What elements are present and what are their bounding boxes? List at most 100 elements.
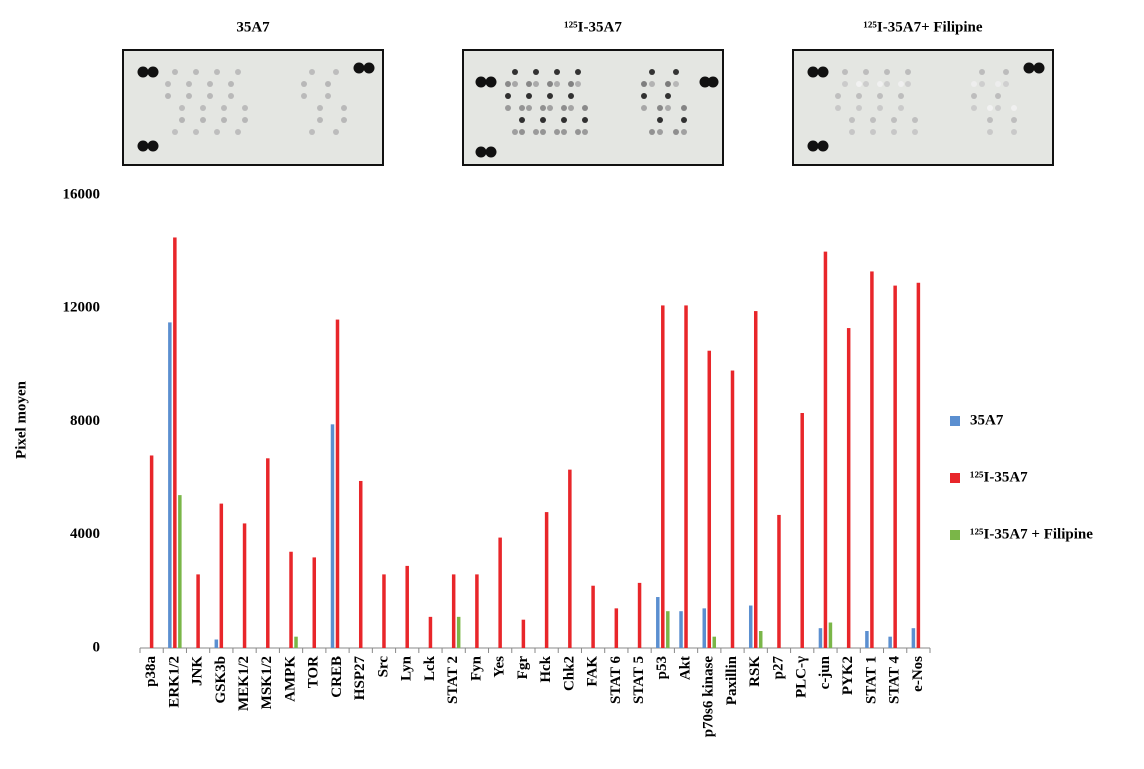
bar [266, 458, 270, 648]
blot-dot [172, 129, 178, 135]
blot-dot [519, 129, 525, 135]
blot-dot [186, 93, 192, 99]
blot-dot [979, 69, 985, 75]
x-tick-label: Akt [677, 656, 693, 680]
blot-dot [475, 76, 487, 88]
blot-dot [561, 105, 567, 111]
legend-label: ¹²⁵I-35A7 [970, 469, 1028, 485]
blot-dot [681, 129, 687, 135]
blot-dot [1011, 117, 1017, 123]
blot-images [122, 49, 1054, 166]
bar [702, 608, 707, 648]
blot-dot [512, 129, 518, 135]
x-tick-label: Paxillin [724, 655, 740, 705]
blot-dot [987, 129, 993, 135]
blot-dot [165, 93, 171, 99]
blot-dot [971, 93, 977, 99]
x-tick-label: HSP27 [352, 656, 368, 701]
blot-dot [519, 105, 525, 111]
blot-dot [179, 117, 185, 123]
x-tick-label: CREB [329, 656, 345, 698]
legend-swatch [950, 473, 960, 483]
x-tick-label: e-Nos [910, 656, 926, 692]
bar [149, 455, 154, 648]
blot-dot [849, 117, 855, 123]
bar [707, 350, 712, 648]
blot-dot [681, 105, 687, 111]
blot-dot [540, 117, 546, 123]
bar [828, 622, 833, 648]
bar [591, 585, 595, 648]
blot-dot [898, 105, 904, 111]
blot-dot [979, 81, 985, 87]
blot-dot [649, 81, 655, 87]
bar [568, 469, 572, 648]
blot-dot [554, 69, 560, 75]
blot-dot [995, 81, 1001, 87]
blot-dot [1011, 105, 1017, 111]
blot-dot [575, 69, 581, 75]
blot-dot [485, 76, 497, 88]
x-tick-label: Lyn [399, 655, 415, 681]
blot-dot [575, 129, 581, 135]
blot-dot [877, 93, 883, 99]
legend-swatch [950, 416, 960, 426]
blot-dot [877, 105, 883, 111]
blot-dot [301, 81, 307, 87]
bar [911, 628, 916, 648]
blot-dot [817, 140, 829, 152]
blot-dot [1003, 69, 1009, 75]
bar [637, 582, 642, 648]
blot-dot [228, 93, 234, 99]
blot-dot [207, 93, 213, 99]
blot-dot [242, 105, 248, 111]
blot-dot [807, 140, 819, 152]
legend-swatch [950, 530, 960, 540]
y-tick-label: 4000 [70, 526, 100, 542]
blot-dot [673, 129, 679, 135]
blot-dot [849, 129, 855, 135]
x-tick-label: p53 [654, 656, 670, 679]
blot-dot [582, 117, 588, 123]
blot-dot [512, 69, 518, 75]
blot-dot [856, 93, 862, 99]
blot-dot [353, 62, 365, 74]
blot-dot [301, 93, 307, 99]
blot-dot [547, 93, 553, 99]
bar [846, 328, 851, 648]
x-tick-label: Lck [422, 655, 438, 681]
blot-dot [533, 129, 539, 135]
bar [289, 551, 293, 648]
blot-dot [221, 105, 227, 111]
x-tick-label: c-jun [817, 655, 833, 689]
blot-dot [971, 105, 977, 111]
blot-dot [912, 129, 918, 135]
bar [214, 639, 219, 648]
blot-dot [870, 129, 876, 135]
x-tick-label: ERK1/2 [166, 656, 182, 708]
bar [666, 611, 670, 648]
blot-dot [341, 117, 347, 123]
blot-dot [505, 93, 511, 99]
blot-dot [214, 69, 220, 75]
blot-dot [877, 81, 883, 87]
blot-dot [707, 76, 719, 88]
bar [294, 636, 298, 648]
blot-dot [884, 69, 890, 75]
blot-dot [870, 117, 876, 123]
blot-dot [547, 81, 553, 87]
blot-dot [547, 105, 553, 111]
x-tick-label: MEK1/2 [236, 656, 252, 711]
blot-dot [673, 69, 679, 75]
x-tick-label: PLC-γ [794, 656, 810, 698]
blot-dot [891, 129, 897, 135]
blot-dot [475, 146, 487, 158]
blot-dot [842, 69, 848, 75]
legend-label: ¹²⁵I-35A7 + Filipine [970, 526, 1093, 542]
x-tick-label: Chk2 [561, 656, 577, 691]
blot-dot [172, 69, 178, 75]
blot-dot [207, 81, 213, 87]
blot-dot [554, 129, 560, 135]
bar [242, 523, 247, 648]
